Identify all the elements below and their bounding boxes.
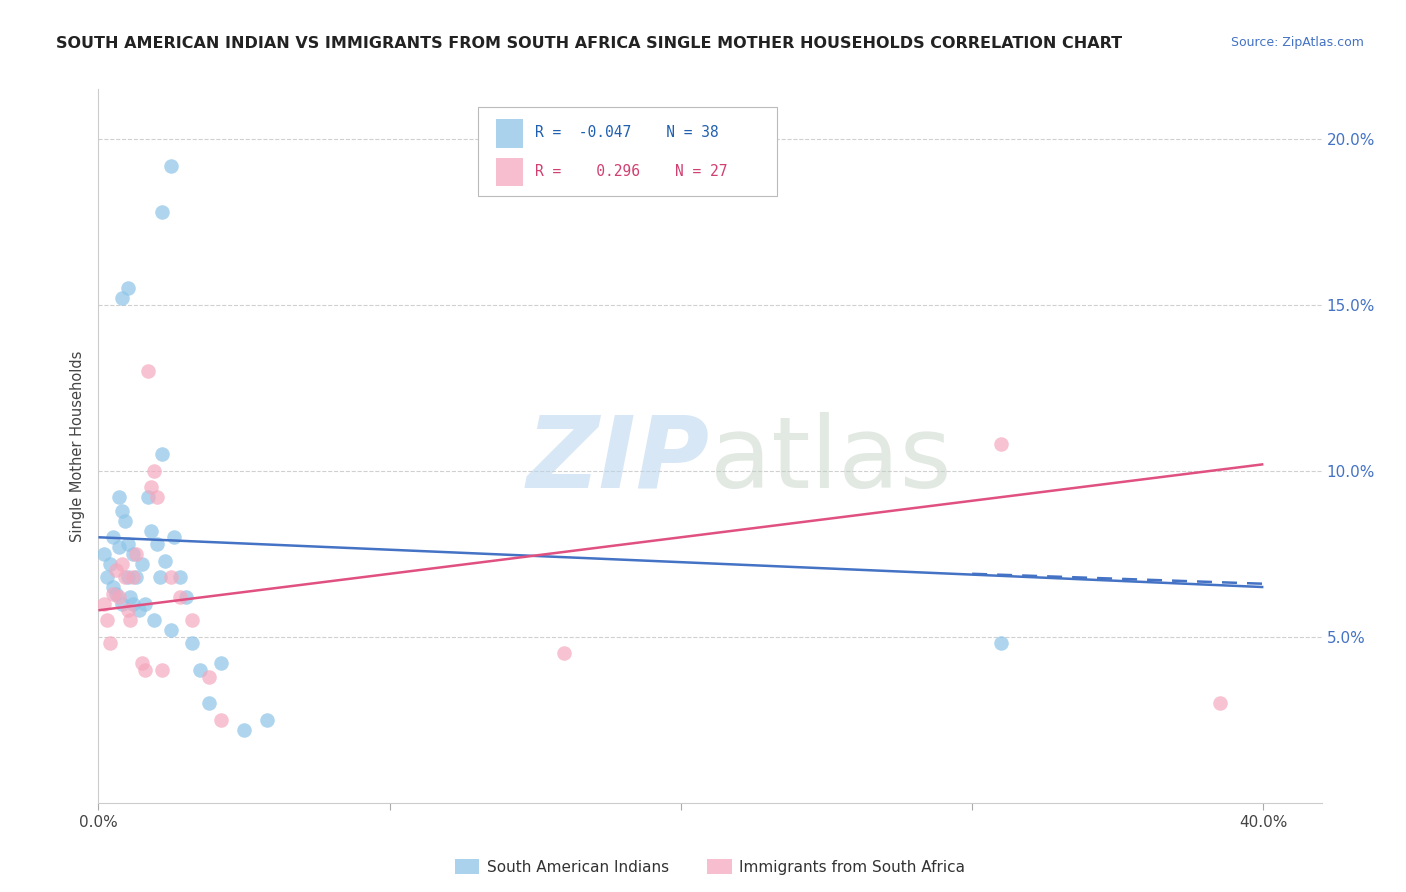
- Text: ZIP: ZIP: [527, 412, 710, 508]
- Point: [125, 547, 148, 561]
- Point: [104, 564, 127, 578]
- Point: [111, 504, 134, 518]
- Point: [136, 364, 159, 378]
- Point: [233, 723, 256, 737]
- Point: [120, 613, 142, 627]
- Point: [160, 570, 183, 584]
- Point: [98, 557, 121, 571]
- Point: [114, 570, 136, 584]
- Point: [180, 636, 202, 650]
- Point: [553, 647, 575, 661]
- Point: [131, 657, 153, 671]
- Point: [149, 570, 172, 584]
- Point: [93, 597, 115, 611]
- Point: [209, 713, 232, 727]
- Point: [98, 636, 121, 650]
- Point: [125, 570, 148, 584]
- Text: atlas: atlas: [710, 412, 952, 508]
- Point: [180, 613, 202, 627]
- Point: [152, 447, 174, 461]
- Point: [101, 530, 124, 544]
- Point: [114, 514, 136, 528]
- Point: [139, 481, 162, 495]
- Point: [256, 713, 278, 727]
- Point: [101, 580, 124, 594]
- Text: Source: ZipAtlas.com: Source: ZipAtlas.com: [1230, 36, 1364, 49]
- Point: [163, 530, 186, 544]
- Point: [145, 537, 167, 551]
- Point: [209, 657, 232, 671]
- Point: [101, 587, 124, 601]
- FancyBboxPatch shape: [496, 119, 523, 147]
- Point: [160, 624, 183, 638]
- Point: [145, 491, 167, 505]
- Point: [122, 547, 145, 561]
- Point: [111, 291, 134, 305]
- Point: [122, 570, 145, 584]
- Point: [990, 437, 1012, 451]
- Point: [131, 557, 153, 571]
- Point: [117, 281, 139, 295]
- Point: [169, 590, 191, 604]
- Point: [122, 597, 145, 611]
- Point: [120, 590, 142, 604]
- Point: [96, 570, 118, 584]
- Text: R =  -0.047    N = 38: R = -0.047 N = 38: [536, 125, 718, 140]
- Point: [198, 696, 221, 710]
- Point: [139, 524, 162, 538]
- Point: [152, 205, 174, 219]
- FancyBboxPatch shape: [478, 107, 778, 196]
- Point: [117, 603, 139, 617]
- Point: [142, 464, 165, 478]
- Point: [117, 570, 139, 584]
- Point: [108, 491, 131, 505]
- Point: [93, 547, 115, 561]
- Point: [134, 597, 156, 611]
- Point: [134, 663, 156, 677]
- Point: [111, 597, 134, 611]
- Point: [160, 159, 183, 173]
- Point: [142, 613, 165, 627]
- Point: [155, 553, 177, 567]
- Legend: South American Indians, Immigrants from South Africa: South American Indians, Immigrants from …: [449, 853, 972, 880]
- Point: [1208, 696, 1232, 710]
- Text: SOUTH AMERICAN INDIAN VS IMMIGRANTS FROM SOUTH AFRICA SINGLE MOTHER HOUSEHOLDS C: SOUTH AMERICAN INDIAN VS IMMIGRANTS FROM…: [56, 36, 1122, 51]
- Text: R =    0.296    N = 27: R = 0.296 N = 27: [536, 164, 728, 178]
- Point: [128, 603, 150, 617]
- FancyBboxPatch shape: [496, 158, 523, 186]
- Point: [108, 590, 131, 604]
- Y-axis label: Single Mother Households: Single Mother Households: [70, 351, 86, 541]
- Point: [174, 590, 197, 604]
- Point: [188, 663, 212, 677]
- Point: [108, 540, 131, 554]
- Point: [117, 537, 139, 551]
- Point: [96, 613, 118, 627]
- Point: [152, 663, 174, 677]
- Point: [111, 557, 134, 571]
- Point: [198, 670, 221, 684]
- Point: [104, 587, 127, 601]
- Point: [169, 570, 191, 584]
- Point: [990, 636, 1012, 650]
- Point: [136, 491, 159, 505]
